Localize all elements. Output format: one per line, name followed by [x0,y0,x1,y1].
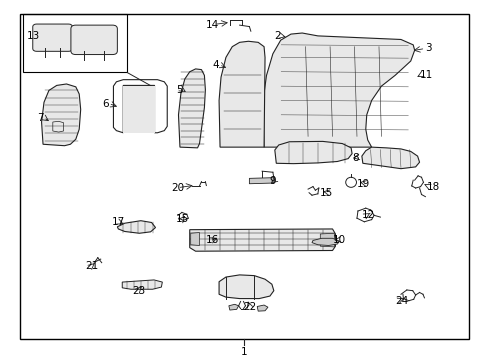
Text: 9: 9 [268,176,275,186]
Text: 2: 2 [273,31,280,41]
FancyBboxPatch shape [71,25,117,55]
Text: 21: 21 [85,261,99,271]
Text: 4: 4 [212,60,219,70]
Text: 19: 19 [356,179,369,189]
Text: 8: 8 [351,153,358,163]
Polygon shape [219,41,264,147]
Polygon shape [361,147,419,169]
Text: 15: 15 [320,188,333,198]
Polygon shape [274,141,351,164]
Text: 11: 11 [419,70,432,80]
Polygon shape [219,275,273,298]
Text: 1: 1 [241,347,247,357]
Polygon shape [249,177,274,184]
Polygon shape [122,280,162,289]
Text: 15: 15 [176,214,189,224]
Text: 18: 18 [426,181,439,192]
Text: 6: 6 [102,99,109,109]
Text: 13: 13 [27,31,40,41]
Polygon shape [311,238,339,246]
Text: 24: 24 [394,296,407,306]
Text: 3: 3 [425,44,431,53]
Polygon shape [41,84,81,146]
Text: 16: 16 [205,235,218,246]
Text: 10: 10 [332,235,345,246]
Text: 14: 14 [205,20,218,30]
Polygon shape [257,305,267,311]
Polygon shape [320,233,334,247]
Polygon shape [228,304,238,310]
Polygon shape [123,86,154,133]
Text: 5: 5 [176,85,183,95]
FancyBboxPatch shape [33,24,72,51]
Text: 7: 7 [37,113,43,123]
Polygon shape [190,233,199,246]
Text: 22: 22 [243,302,256,312]
Text: 12: 12 [361,210,374,220]
Polygon shape [263,33,414,147]
Text: 23: 23 [132,286,145,296]
Polygon shape [189,229,335,251]
Polygon shape [178,69,205,148]
Text: 20: 20 [171,183,184,193]
Polygon shape [117,221,155,233]
Text: 17: 17 [111,217,124,228]
